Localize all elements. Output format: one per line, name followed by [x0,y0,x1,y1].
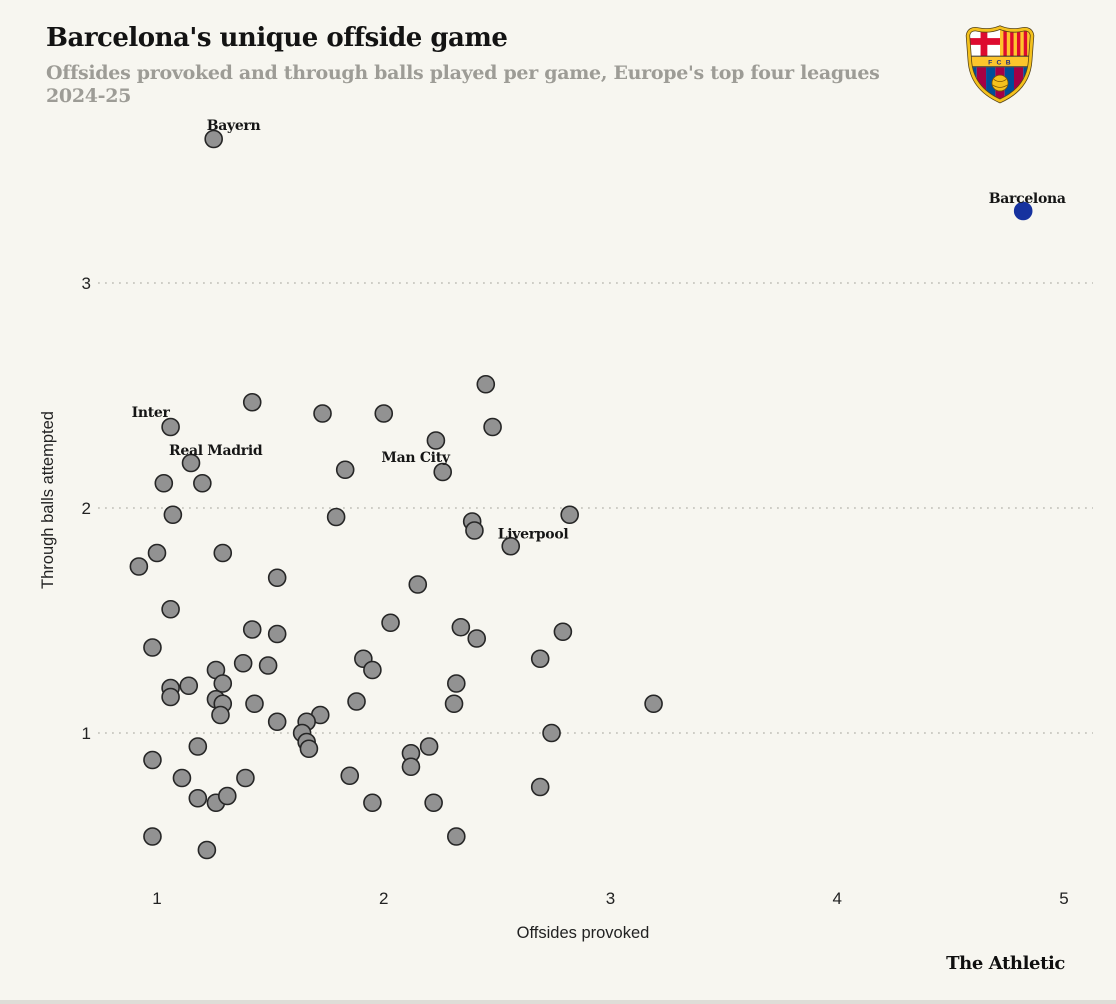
x-tick-label: 4 [833,889,842,908]
point-label-bayern: Bayern [207,118,261,134]
data-point [233,653,253,673]
x-tick-label: 2 [379,889,388,908]
data-point [267,624,287,644]
data-point [483,417,502,437]
crest-border-gold [966,26,1034,103]
data-point [172,768,192,788]
y-axis-title: Through balls attempted [39,411,57,589]
data-point [143,827,162,846]
data-point [213,674,233,693]
data-point [163,505,183,525]
data-point [242,620,262,639]
data-point [335,460,355,480]
data-point [451,617,471,637]
data-point [444,694,464,714]
data-point [154,473,174,493]
bottom-border [0,1000,1116,1004]
data-point [147,543,167,563]
data-point [340,766,360,786]
data-point [644,694,663,714]
data-point [217,786,237,806]
data-point [161,599,180,619]
y-tick-label: 3 [82,274,91,293]
data-point [188,788,208,808]
data-point [467,629,487,648]
x-tick-label: 5 [1059,889,1068,908]
point-label-liverpool: Liverpool [498,526,569,542]
data-point-inter [161,417,180,437]
data-point [129,557,149,576]
data-point [447,674,466,693]
data-point [258,656,278,675]
data-point [426,431,446,450]
data-point [236,768,255,788]
data-point [313,404,332,423]
data-point [363,793,382,813]
data-point [267,568,287,588]
data-point [299,739,319,759]
data-point [424,793,443,813]
data-point [267,712,287,732]
data-point [326,507,346,527]
data-point [347,692,366,711]
data-point [381,613,400,633]
data-point [213,543,233,563]
crest-body: F C B [967,27,1033,101]
data-point [143,638,162,657]
data-point [211,705,230,725]
data-point-real-madrid [181,453,201,473]
chart-header: Barcelona's unique offside game Offsides… [46,23,926,107]
x-axis-title: Offsides provoked [517,924,650,942]
data-point [560,505,579,525]
chart-title: Barcelona's unique offside game [46,23,508,53]
chart-subtitle: Offsides provoked and through balls play… [46,61,880,107]
data-point [476,374,496,394]
y-tick-label: 2 [82,499,91,518]
data-point [363,660,382,680]
data-point [530,649,550,669]
x-tick-label: 1 [152,889,161,908]
data-point [245,694,264,714]
data-point [401,757,421,777]
data-point [179,676,199,696]
data-point [161,687,180,707]
data-point [374,404,394,423]
data-point-liverpool [501,536,521,556]
point-label-man-city: Man City [381,450,450,466]
crest-fcb-text: F C B [988,59,1012,66]
crest-ball [991,74,1009,92]
data-point [143,750,162,770]
fc-barcelona-crest-image: F C B [965,25,1035,104]
the-athletic-logo: The Athletic [946,953,1065,974]
data-point [465,521,484,540]
data-point [242,392,262,412]
data-point [419,737,439,756]
data-point [193,473,212,493]
data-point [197,840,217,860]
data-point [408,575,428,594]
data-point [530,777,550,797]
data-point [188,737,208,756]
point-label-inter: Inter [132,405,171,421]
data-point-man-city [433,462,453,482]
data-point-barcelona [1013,201,1033,221]
point-label-barcelona: Barcelona [989,191,1066,207]
data-point [553,622,573,642]
fc-barcelona-crest: F C B [963,22,1037,106]
point-label-real-madrid: Real Madrid [169,443,263,459]
x-tick-label: 3 [606,889,615,908]
data-point [542,723,561,743]
data-point-bayern [204,129,223,149]
y-tick-label: 1 [82,724,91,743]
data-point [447,827,466,846]
